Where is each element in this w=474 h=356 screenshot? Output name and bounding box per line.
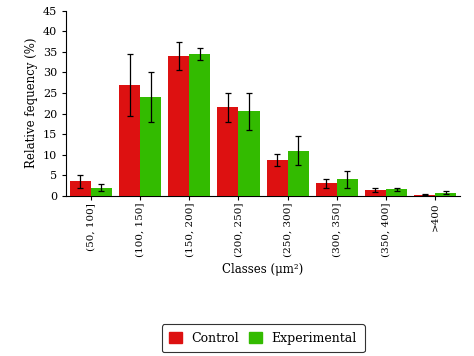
Bar	[414, 195, 435, 196]
Bar	[91, 188, 112, 196]
Bar	[168, 56, 189, 196]
Legend: Control, Experimental: Control, Experimental	[162, 324, 365, 352]
Bar	[337, 179, 358, 196]
Y-axis label: Relative fequency (%): Relative fequency (%)	[25, 38, 37, 168]
Bar	[70, 182, 91, 196]
Bar	[218, 108, 238, 196]
Bar	[316, 183, 337, 196]
Bar	[365, 190, 386, 196]
Bar	[288, 151, 309, 196]
Bar	[238, 111, 260, 196]
Bar	[435, 193, 456, 196]
Bar	[119, 85, 140, 196]
Bar	[189, 54, 210, 196]
Bar	[266, 160, 288, 196]
Bar	[386, 189, 407, 196]
Bar	[140, 97, 161, 196]
X-axis label: Classes (μm²): Classes (μm²)	[222, 263, 304, 276]
